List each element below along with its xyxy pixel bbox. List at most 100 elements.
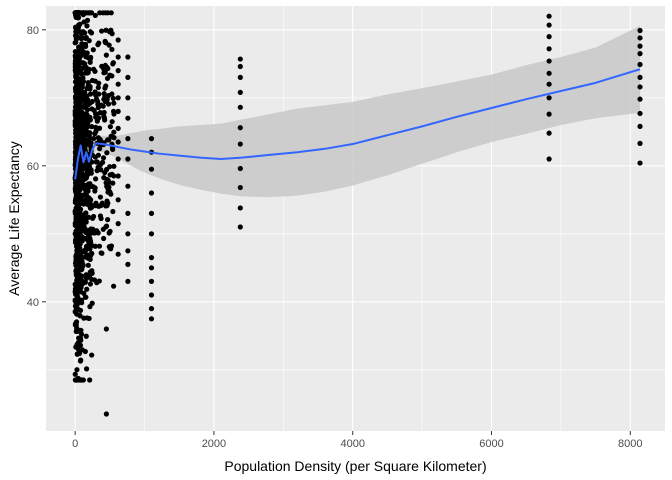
data-point	[99, 200, 105, 206]
data-point	[80, 78, 87, 85]
data-point	[78, 31, 85, 37]
data-point	[108, 10, 114, 16]
data-point	[87, 281, 93, 287]
data-point	[546, 70, 552, 76]
data-point	[73, 307, 79, 313]
data-point	[89, 270, 95, 276]
data-point	[102, 117, 108, 123]
data-point	[74, 196, 80, 202]
data-point	[93, 203, 99, 209]
data-point	[72, 371, 78, 377]
data-point	[108, 27, 114, 33]
data-point	[73, 319, 80, 325]
data-point	[88, 54, 94, 60]
data-point	[110, 180, 116, 186]
data-point	[237, 56, 243, 62]
data-point	[76, 106, 82, 112]
data-point	[83, 215, 89, 222]
data-point	[108, 246, 114, 252]
data-point	[73, 93, 79, 99]
data-point	[76, 180, 82, 187]
data-point	[148, 210, 155, 216]
data-point	[105, 217, 111, 223]
data-point	[96, 91, 102, 97]
data-point	[78, 169, 85, 175]
data-point	[77, 335, 84, 341]
data-point	[637, 96, 643, 102]
data-point	[73, 216, 79, 222]
data-point	[82, 97, 88, 103]
data-point	[115, 54, 121, 60]
data-point	[76, 350, 83, 356]
data-point	[84, 23, 90, 29]
data-point	[115, 139, 121, 145]
data-point	[72, 86, 79, 92]
data-point	[84, 107, 91, 113]
data-point	[107, 189, 113, 195]
data-point	[84, 315, 90, 321]
data-point	[75, 24, 81, 31]
data-point	[104, 150, 110, 156]
data-point	[546, 130, 552, 136]
data-point	[73, 130, 79, 136]
data-point	[237, 184, 243, 191]
data-point	[111, 173, 117, 179]
data-point	[103, 52, 109, 58]
data-point	[77, 132, 83, 138]
data-point	[237, 165, 243, 172]
data-point	[92, 68, 98, 74]
data-point	[637, 110, 643, 117]
data-point	[103, 411, 109, 417]
data-point	[92, 154, 98, 160]
data-point	[148, 316, 155, 322]
data-point	[115, 95, 121, 101]
data-point	[96, 243, 103, 249]
data-point	[84, 131, 90, 137]
data-point	[89, 300, 95, 306]
data-point	[74, 249, 80, 255]
data-point	[73, 228, 79, 234]
data-point	[111, 283, 117, 289]
y-tick-label: 60	[27, 161, 39, 173]
data-point	[87, 29, 93, 35]
data-point	[73, 36, 79, 42]
data-point	[148, 265, 155, 271]
data-point	[115, 197, 121, 203]
data-point	[109, 46, 115, 53]
data-point	[84, 67, 91, 73]
data-point	[115, 173, 121, 179]
data-point	[94, 280, 100, 286]
data-point	[81, 290, 87, 296]
data-point	[82, 248, 89, 254]
data-point	[84, 17, 91, 23]
data-point	[125, 248, 131, 254]
data-point	[637, 123, 643, 129]
data-point	[95, 135, 101, 141]
data-point	[97, 213, 104, 219]
data-point	[74, 66, 81, 72]
data-point	[74, 277, 80, 283]
data-point	[637, 35, 643, 41]
data-point	[76, 255, 82, 261]
data-point	[83, 333, 89, 339]
data-point	[72, 54, 79, 60]
smooth-line-layer	[74, 68, 641, 180]
data-point	[77, 50, 84, 56]
data-point	[80, 10, 86, 16]
data-point	[125, 210, 131, 216]
data-point	[74, 341, 80, 348]
data-point	[73, 238, 80, 245]
data-point	[74, 117, 81, 123]
data-point	[95, 98, 101, 105]
data-point	[546, 58, 552, 64]
data-point	[101, 70, 107, 76]
data-point	[125, 95, 131, 101]
data-point	[110, 61, 116, 67]
data-point	[87, 91, 94, 97]
data-point	[148, 231, 155, 237]
x-axis-title: Population Density (per Square Kilometer…	[224, 458, 486, 474]
data-point	[94, 228, 100, 234]
data-point	[110, 108, 117, 114]
data-point	[75, 110, 81, 117]
data-point	[72, 297, 78, 303]
